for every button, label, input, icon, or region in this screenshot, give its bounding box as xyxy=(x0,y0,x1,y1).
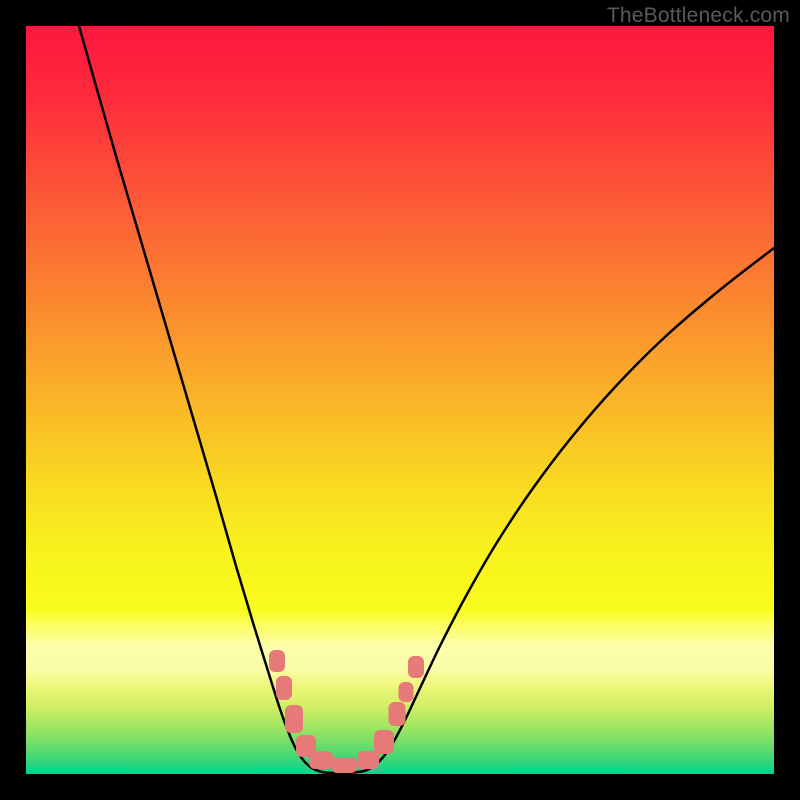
curve-marker xyxy=(389,702,406,726)
curve-marker xyxy=(357,751,379,769)
watermark-text: TheBottleneck.com xyxy=(607,4,790,28)
curve-marker xyxy=(331,757,357,773)
bottleneck-curve xyxy=(26,26,774,774)
curve-marker xyxy=(408,656,424,678)
curve-marker xyxy=(285,705,303,733)
curve-marker xyxy=(309,751,333,769)
curve-marker xyxy=(374,730,394,754)
curve-marker xyxy=(399,682,414,702)
curve-marker xyxy=(276,676,292,700)
curve-markers xyxy=(269,650,424,773)
curve-left-branch xyxy=(79,26,349,773)
plot-area xyxy=(26,26,774,774)
curve-marker xyxy=(269,650,285,672)
